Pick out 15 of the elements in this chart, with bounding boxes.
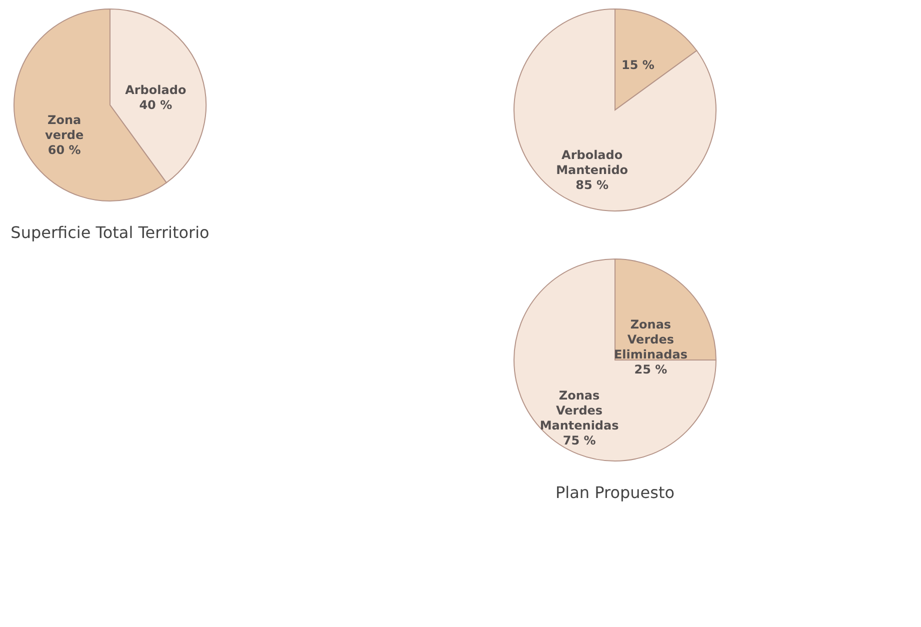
- slice-label: Zonas Verdes Mantenidas: [540, 388, 619, 433]
- text: Superficie Total Territorio: [10, 223, 210, 242]
- slice-label: Arbolado Mantenido: [556, 148, 628, 177]
- data-label: 85 %: [576, 178, 609, 192]
- slice-label: Arbolado: [125, 83, 186, 98]
- slice-label: Zona verde: [45, 112, 84, 142]
- data-label: 75 %: [562, 434, 596, 448]
- pie-slice: [514, 258, 716, 462]
- slice-label: Zonas Verdes Eliminadas: [614, 317, 688, 362]
- data-label: 15 %: [621, 58, 654, 72]
- text: Plan Propuesto: [555, 483, 675, 502]
- data-label: 60 %: [48, 142, 81, 157]
- data-label: 25 %: [634, 362, 668, 376]
- data-label: 40 %: [139, 98, 172, 112]
- pie-slice: [514, 8, 716, 212]
